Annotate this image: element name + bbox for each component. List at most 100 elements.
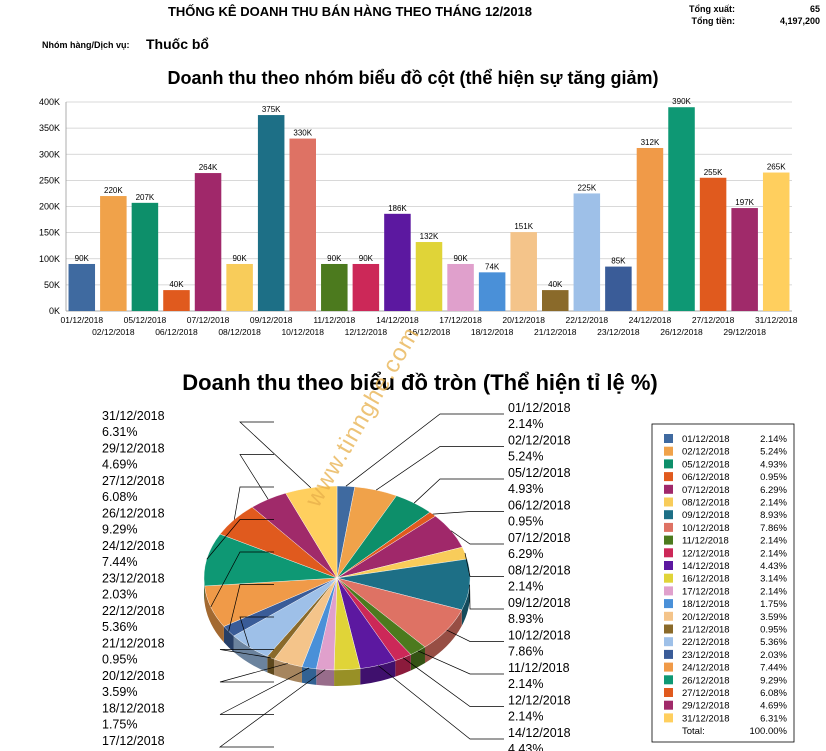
pie-chart: 01/12/2018 2.14% 02/12/2018 5.24% 05/12/2018… — [102, 401, 795, 751]
bar-x-tick-label: 11/12/2018 — [313, 315, 355, 325]
pie-legend-date: 29/12/2018 — [682, 701, 730, 712]
bar-value-label: 90K — [327, 254, 342, 263]
bar — [100, 196, 127, 311]
pie-legend-percent: 4.69% — [760, 701, 787, 712]
pie-legend-date: 02/12/2018 — [682, 447, 730, 458]
pie-legend-swatch — [664, 446, 673, 456]
pie-callout-percent: 7.44% — [102, 555, 137, 569]
bar — [194, 173, 222, 311]
bar-x-tick-label: 18/12/2018 — [471, 327, 514, 337]
pie-callout-percent: 6.31% — [102, 425, 137, 439]
pie-callout-line — [210, 551, 274, 608]
pie-slice — [285, 485, 338, 579]
pie-callout-line — [218, 669, 326, 748]
pie-legend-date: 05/12/2018 — [682, 459, 730, 470]
pie-slice-side — [204, 585, 224, 643]
pie-legend-swatch — [664, 675, 673, 685]
pie-callout-date: 18/12/2018 — [102, 702, 165, 716]
pie-callout-percent: 2.14% — [508, 580, 543, 594]
pie-slice-side — [395, 654, 411, 677]
bar-value-label: 207K — [136, 193, 155, 202]
bar — [605, 266, 632, 311]
pie-legend-swatch — [664, 599, 673, 609]
pie-callout-percent: 6.08% — [102, 490, 137, 504]
pie-legend-swatch — [664, 510, 673, 520]
pie-legend-swatch — [664, 472, 673, 482]
pie-legend-percent: 4.93% — [760, 459, 787, 470]
pie-callout-line — [376, 446, 504, 491]
pie-callout-percent: 2.03% — [102, 588, 137, 602]
pie-callout-date: 29/12/2018 — [102, 442, 165, 456]
bar-x-tick-label: 27/12/2018 — [692, 315, 735, 325]
bar — [68, 263, 96, 311]
bar-x-tick-label: 20/12/2018 — [502, 315, 545, 325]
report-title: THỐNG KÊ DOANH THU BÁN HÀNG THEO THÁNG 1… — [167, 4, 533, 19]
total-export-label: Tổng xuất: — [689, 4, 735, 14]
pie-legend-percent: 9.29% — [760, 675, 787, 686]
bar-value-label: 132K — [420, 232, 439, 241]
bar-value-label: 85K — [611, 257, 626, 266]
pie-legend-date: 12/12/2018 — [682, 548, 730, 559]
pie-callout-date: 21/12/2018 — [102, 637, 165, 651]
pie-legend-swatch — [664, 611, 673, 621]
product-group-label: Nhóm hàng/Dịch vụ: — [42, 40, 130, 50]
pie-legend-percent: 4.43% — [760, 561, 787, 572]
bar-value-label: 375K — [262, 105, 281, 114]
pie-callout-line — [219, 667, 310, 715]
bar-value-label: 225K — [577, 183, 596, 192]
pie-callout-percent: 2.14% — [508, 417, 543, 431]
pie-legend-date: 21/12/2018 — [682, 625, 730, 636]
pie-legend-swatch — [664, 548, 673, 558]
bar-x-tick-label: 29/12/2018 — [723, 327, 766, 337]
bar-value-label: 264K — [199, 163, 218, 172]
pie-slice-side — [461, 578, 470, 626]
pie-callout-line — [206, 519, 274, 560]
bar — [163, 290, 190, 311]
pie-callout-date: 05/12/2018 — [508, 466, 571, 480]
bar — [352, 263, 380, 311]
pie-callout-line — [345, 413, 504, 487]
pie-callout-percent: 8.93% — [508, 612, 543, 626]
pie-legend-percent: 2.14% — [760, 434, 787, 445]
pie-legend-swatch — [664, 586, 673, 596]
bar-x-tick-label: 09/12/2018 — [250, 315, 293, 325]
pie-callout-date: 14/12/2018 — [508, 726, 571, 740]
pie-callout-percent: 4.69% — [102, 458, 137, 472]
pie-callout-date: 11/12/2018 — [508, 661, 570, 675]
pie-legend-swatch — [664, 522, 673, 532]
pie-callout-line — [446, 629, 504, 642]
pie-callout-line — [219, 649, 274, 659]
bar-value-label: 90K — [232, 254, 247, 263]
pie-legend-date: 22/12/2018 — [682, 637, 730, 648]
pie-callout-date: 01/12/2018 — [508, 401, 571, 415]
bar-x-tick-label: 12/12/2018 — [345, 327, 388, 337]
pie-callout-date: 31/12/2018 — [102, 409, 165, 423]
pie-slice-side — [334, 668, 361, 686]
bar-chart-title: Doanh thu theo nhóm biểu đồ cột (thể hiệ… — [167, 68, 659, 88]
pie-slice-side — [223, 626, 234, 652]
bar-chart: 0K 50K 100K 150K 200K 250K 300K 350K 400K 90K 01/1… — [39, 97, 798, 337]
bar — [131, 202, 159, 311]
pie-legend-date: 16/12/2018 — [682, 574, 730, 585]
bar — [478, 272, 506, 311]
pie-callout-line — [403, 657, 504, 707]
pie-legend-percent: 0.95% — [760, 472, 787, 483]
pie-legend-total-label: Total: — [682, 726, 705, 737]
pie-legend-date: 10/12/2018 — [682, 523, 730, 534]
pie-callout-line — [413, 478, 504, 504]
pie-callout-line — [228, 584, 274, 632]
pie-legend-date: 18/12/2018 — [682, 599, 730, 610]
pie-legend-total-value: 100.00% — [749, 726, 787, 737]
bar-x-tick-label: 22/12/2018 — [566, 315, 609, 325]
pie-legend-percent: 2.14% — [760, 536, 787, 547]
pie-legend-date: 17/12/2018 — [682, 586, 730, 597]
total-amount-value: 4,197,200 — [779, 16, 820, 26]
pie-callout-percent: 5.24% — [508, 450, 543, 464]
bar — [510, 232, 537, 311]
product-group-value: Thuốc bổ — [146, 36, 209, 52]
pie-callout-date: 24/12/2018 — [102, 539, 165, 553]
pie-callout-line — [239, 421, 312, 489]
pie-legend-percent: 3.59% — [760, 612, 787, 623]
pie-legend-date: 08/12/2018 — [682, 498, 730, 509]
bar — [226, 263, 253, 311]
